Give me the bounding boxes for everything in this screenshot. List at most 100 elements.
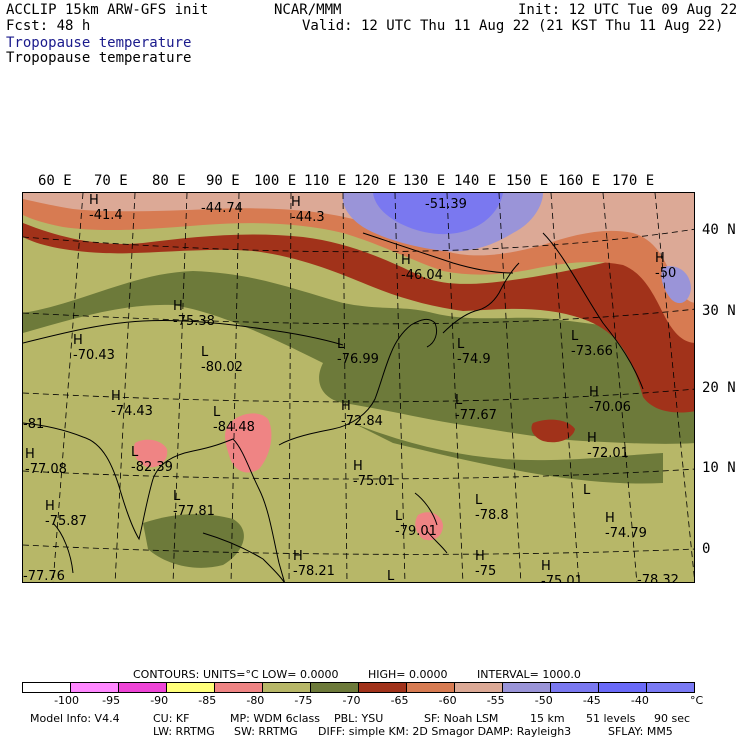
map-marker: H -70.43 (73, 333, 115, 363)
lon-label: 160 E (558, 173, 601, 189)
map-marker: L -76.99 (337, 337, 379, 367)
cu-scheme: CU: KF (153, 712, 190, 725)
map-panel: H -41.4 -44.74 H -44.3 -51.39 H -46.04 H -50… (22, 192, 695, 583)
map-marker: H -74.79 (605, 511, 647, 541)
map-marker: L -73.66 (571, 329, 613, 359)
patch-minus-70-to-minus-65 (531, 419, 575, 443)
colorbar (22, 682, 695, 693)
band-minus-50-to-minus-45 (373, 193, 503, 235)
map-marker: H -46.04 (401, 253, 443, 283)
colorbar-swatch (647, 683, 694, 692)
graticule (23, 193, 694, 582)
band-minus-75-patch-south (143, 514, 244, 568)
colorbar-swatch (455, 683, 503, 692)
colorbar-swatch (71, 683, 119, 692)
sf-scheme: SF: Noah LSM (424, 712, 499, 725)
lat-label: 10 N (702, 460, 736, 476)
map-marker: L (583, 483, 591, 498)
lon-label: 100 E (254, 173, 297, 189)
colorbar-swatch (311, 683, 359, 692)
field-title-shaded: Tropopause temperature (6, 35, 192, 51)
map-marker: L -84.48 (213, 405, 255, 435)
map-marker: L -77.67 (455, 393, 497, 423)
band-minus-70-to-minus-65 (23, 223, 694, 413)
band-minus-75-patch (353, 423, 663, 484)
lon-label: 90 E (206, 173, 240, 189)
diff-scheme: DIFF: simple KM: 2D Smagor DAMP: Rayleig… (318, 725, 572, 738)
colorbar-tick-label: -60 (438, 694, 457, 707)
lon-label: 60 E (38, 173, 72, 189)
map-marker: H -70.06 (589, 385, 631, 415)
colorbar-tick-label: -55 (486, 694, 505, 707)
interval-label: INTERVAL= 1000.0 (477, 668, 581, 681)
lon-label: 70 E (94, 173, 128, 189)
lon-label: 170 E (612, 173, 655, 189)
units-label: UNITS=°C (203, 668, 259, 681)
map-marker: H -75.87 (45, 499, 87, 529)
colorbar-tick-label: -95 (102, 694, 121, 707)
colorbar-tick-label: -65 (390, 694, 409, 707)
patch-minus-80-to-minus-75 (225, 413, 272, 473)
map-marker: L -79.01 (395, 509, 437, 539)
lon-label: 80 E (152, 173, 186, 189)
map-marker: H -77.08 (25, 447, 67, 477)
map-marker: H -75 (475, 549, 497, 579)
lat-label: 20 N (702, 380, 736, 396)
map-marker: L -80.02 (201, 345, 243, 375)
sflay-scheme: SFLAY: MM5 (608, 725, 673, 738)
lon-label: 130 E (403, 173, 446, 189)
colorbar-tick-label: -45 (582, 694, 601, 707)
colorbar-swatch (359, 683, 407, 692)
colorbar-swatch (119, 683, 167, 692)
lat-label: 30 N (702, 303, 736, 319)
colorbar-swatch (263, 683, 311, 692)
colorbar-tick-label: -80 (246, 694, 265, 707)
map-marker: L -78.8 (475, 493, 509, 523)
map-marker: H -78.21 (293, 549, 335, 579)
institution-label: NCAR/MMM (274, 2, 342, 18)
map-marker: H -50 (655, 251, 677, 281)
map-marker: -44.74 (201, 201, 243, 216)
colorbar-tick-label: -50 (534, 694, 553, 707)
colorbar-swatch (407, 683, 455, 692)
map-canvas (23, 193, 694, 582)
colorbar-tick-label: -85 (198, 694, 217, 707)
forecast-hour: Fcst: 48 h (6, 18, 91, 34)
lat-label: 0 (702, 541, 711, 557)
field-title-contour: Tropopause temperature (6, 50, 192, 66)
lon-label: 110 E (304, 173, 347, 189)
high-label: HIGH= 0.0000 (368, 668, 448, 681)
pbl-scheme: PBL: YSU (334, 712, 384, 725)
colorbar-tick-label: -40 (630, 694, 649, 707)
colorbar-tick-label: -90 (150, 694, 169, 707)
model-info: Model Info: V4.4 (30, 712, 120, 725)
coastlines (23, 232, 644, 582)
colorbar-unit: °C (690, 694, 704, 707)
colorbar-swatch (503, 683, 551, 692)
map-marker: L -82.39 (131, 445, 173, 475)
colorbar-tick-label: -70 (342, 694, 361, 707)
colorbar-swatch (23, 683, 71, 692)
colorbar-tick-label: -75 (294, 694, 313, 707)
timestep: 90 sec (654, 712, 691, 725)
lat-label: 40 N (702, 222, 736, 238)
colorbar-swatch (215, 683, 263, 692)
mp-scheme: MP: WDM 6class (230, 712, 320, 725)
map-marker: H -75.01 (541, 559, 583, 583)
colorbar-tick-label: -100 (54, 694, 80, 707)
valid-time: Valid: 12 UTC Thu 11 Aug 22 (21 KST Thu … (302, 18, 724, 34)
map-marker: L -74.9 (457, 337, 491, 367)
map-marker: H -72.01 (587, 431, 629, 461)
contours-label: CONTOURS: (133, 668, 200, 681)
lon-label: 140 E (454, 173, 497, 189)
colorbar-swatch (167, 683, 215, 692)
map-marker: H -75.01 (353, 459, 395, 489)
map-marker: -51.39 (425, 197, 467, 212)
model-title: ACCLIP 15km ARW-GFS init (6, 2, 209, 18)
colorbar-swatch (551, 683, 599, 692)
patch-minus-80-to-minus-75 (133, 439, 168, 468)
levels: 51 levels (586, 712, 636, 725)
sw-scheme: SW: RRTMG (234, 725, 298, 738)
map-marker: H -44.3 (291, 195, 325, 225)
map-marker: -77.76 (23, 569, 65, 583)
